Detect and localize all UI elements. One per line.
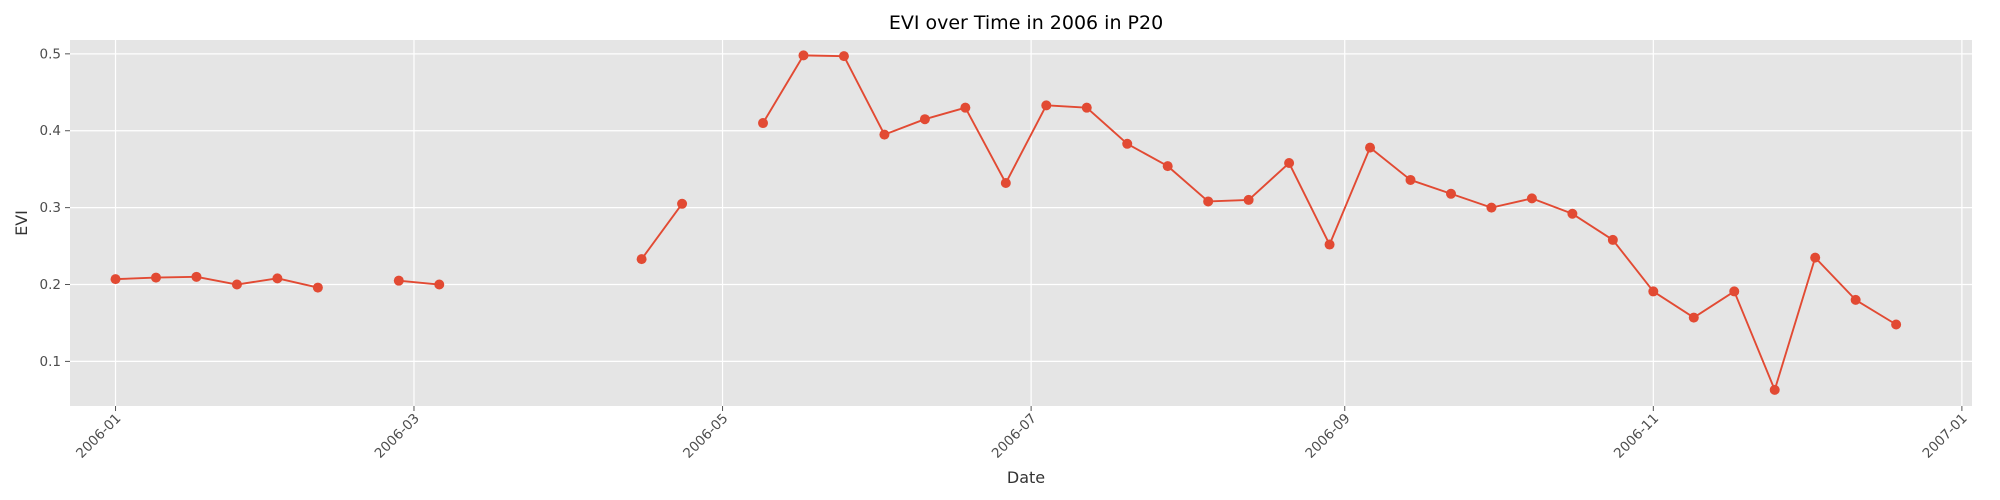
- data-point: [1526, 193, 1537, 204]
- data-point: [838, 51, 849, 62]
- data-point: [879, 129, 890, 140]
- x-tick-label: 2006-01: [73, 411, 124, 462]
- data-point: [1324, 239, 1335, 250]
- data-point: [1648, 286, 1659, 297]
- x-tick-label: 2007-01: [1920, 411, 1971, 462]
- data-point: [231, 279, 242, 290]
- x-tick-label: 2006-07: [989, 411, 1040, 462]
- data-point: [434, 279, 445, 290]
- series-points: [110, 50, 1902, 395]
- data-point: [1203, 196, 1214, 207]
- series-line-segment: [115, 275, 319, 289]
- data-point: [1850, 294, 1861, 305]
- y-tick-label: 0.3: [40, 200, 61, 216]
- data-point: [1081, 102, 1092, 113]
- data-point: [919, 114, 930, 125]
- data-point: [1122, 138, 1133, 149]
- x-axis-label: Date: [1007, 468, 1045, 487]
- series-line-segment: [640, 203, 683, 260]
- data-point: [636, 254, 647, 265]
- plot-area: [70, 40, 1972, 406]
- x-tick-label: 2006-09: [1302, 411, 1353, 462]
- data-point: [1000, 178, 1011, 189]
- data-point: [758, 118, 769, 129]
- data-point: [1688, 312, 1699, 323]
- data-point: [1162, 161, 1173, 172]
- data-point: [960, 102, 971, 113]
- data-point: [1486, 202, 1497, 213]
- x-tick-label: 2006-03: [372, 411, 423, 462]
- y-tick-label: 0.1: [40, 354, 61, 370]
- data-point: [1810, 252, 1821, 263]
- data-point: [1607, 234, 1618, 245]
- data-point: [1769, 384, 1780, 395]
- data-point: [1365, 142, 1376, 153]
- data-point: [150, 272, 161, 283]
- grid-lines: [70, 40, 1972, 406]
- data-point: [1284, 158, 1295, 169]
- y-tick-label: 0.5: [40, 46, 61, 62]
- data-point: [1891, 319, 1902, 330]
- y-tick-label: 0.4: [40, 123, 61, 139]
- x-tick-label: 2006-05: [680, 411, 731, 462]
- data-point: [798, 50, 809, 61]
- data-point: [1567, 208, 1578, 219]
- data-point: [1041, 100, 1052, 111]
- data-point: [1405, 174, 1416, 185]
- x-tick-label: 2006-11: [1611, 411, 1662, 462]
- y-axis-label: EVI: [12, 210, 31, 236]
- data-point: [1445, 188, 1456, 199]
- data-point: [1243, 194, 1254, 205]
- series-line-segment: [398, 279, 440, 286]
- data-point: [312, 282, 323, 293]
- data-point: [272, 273, 283, 284]
- data-point: [393, 275, 404, 286]
- data-point: [110, 274, 121, 285]
- data-point: [677, 198, 688, 209]
- chart-title: EVI over Time in 2006 in P20: [889, 12, 1163, 34]
- data-point: [191, 271, 202, 282]
- y-tick-label: 0.2: [40, 277, 61, 293]
- data-point: [1729, 286, 1740, 297]
